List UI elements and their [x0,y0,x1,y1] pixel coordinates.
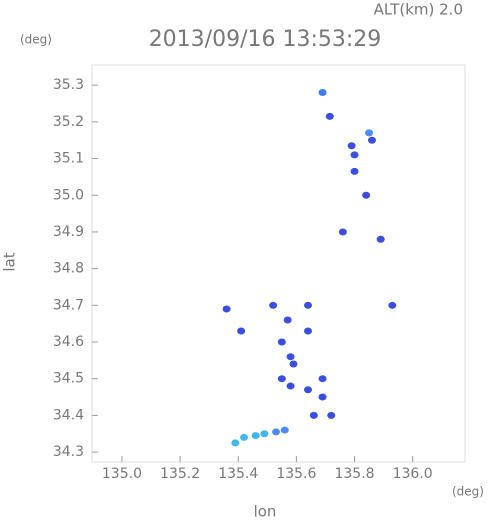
echo-point [260,430,269,438]
y-unit: (deg) [20,33,52,47]
echo-point [240,433,249,441]
plot-frame [91,64,466,463]
echo-point [309,411,318,419]
y-axis-label: lat [1,252,19,271]
echo-point [350,151,359,159]
echo-point [251,432,260,440]
echo-point [304,327,313,335]
x-unit: (deg) [452,485,484,499]
echo-point [222,305,231,313]
echo-point [338,228,347,236]
x-tick-label: 135.6 [276,466,316,482]
y-tick-label: 35.2 [53,114,84,130]
echo-point [388,301,397,309]
echo-point [272,428,281,436]
y-tick-label: 34.9 [53,224,84,240]
x-tick-label: 135.2 [160,466,200,482]
echo-point [327,411,336,419]
echo-point [283,316,292,324]
y-tick-label: 35.1 [53,151,84,167]
x-tick-label: 135.0 [102,466,142,482]
echo-point [362,191,371,199]
echo-point [237,327,246,335]
y-tick-label: 34.3 [53,444,84,460]
echo-point [304,301,313,309]
echo-point [367,136,376,144]
y-tick-label: 34.8 [53,261,84,277]
x-tick-label: 135.8 [334,466,374,482]
echo-point [325,112,334,120]
echo-point [318,89,327,97]
y-tick-label: 34.6 [53,334,84,350]
y-tick-label: 34.5 [53,371,84,387]
echo-point [280,426,289,434]
echo-point [376,235,385,243]
echo-point [269,301,278,309]
echo-point [350,167,359,175]
y-tick-label: 35.3 [53,77,84,93]
chart-title: 2013/09/16 13:53:29 [149,27,382,52]
echo-point [347,142,356,150]
echo-point [365,129,374,137]
x-tick-label: 135.4 [218,466,258,482]
echo-point [318,375,327,383]
echo-point [277,338,286,346]
echo-point [289,360,298,368]
echo-point [304,386,313,394]
echo-point [231,439,240,447]
echo-point [277,375,286,383]
echo-point [286,382,295,390]
altitude-label: ALT(km) 2.0 [374,1,463,19]
y-tick-label: 34.7 [53,297,84,313]
x-tick-label: 136.0 [393,466,433,482]
x-axis-label: lon [254,503,277,521]
echo-point [286,353,295,361]
echo-point [318,393,327,401]
y-tick-label: 35.0 [53,187,84,203]
y-tick-label: 34.4 [53,407,84,423]
